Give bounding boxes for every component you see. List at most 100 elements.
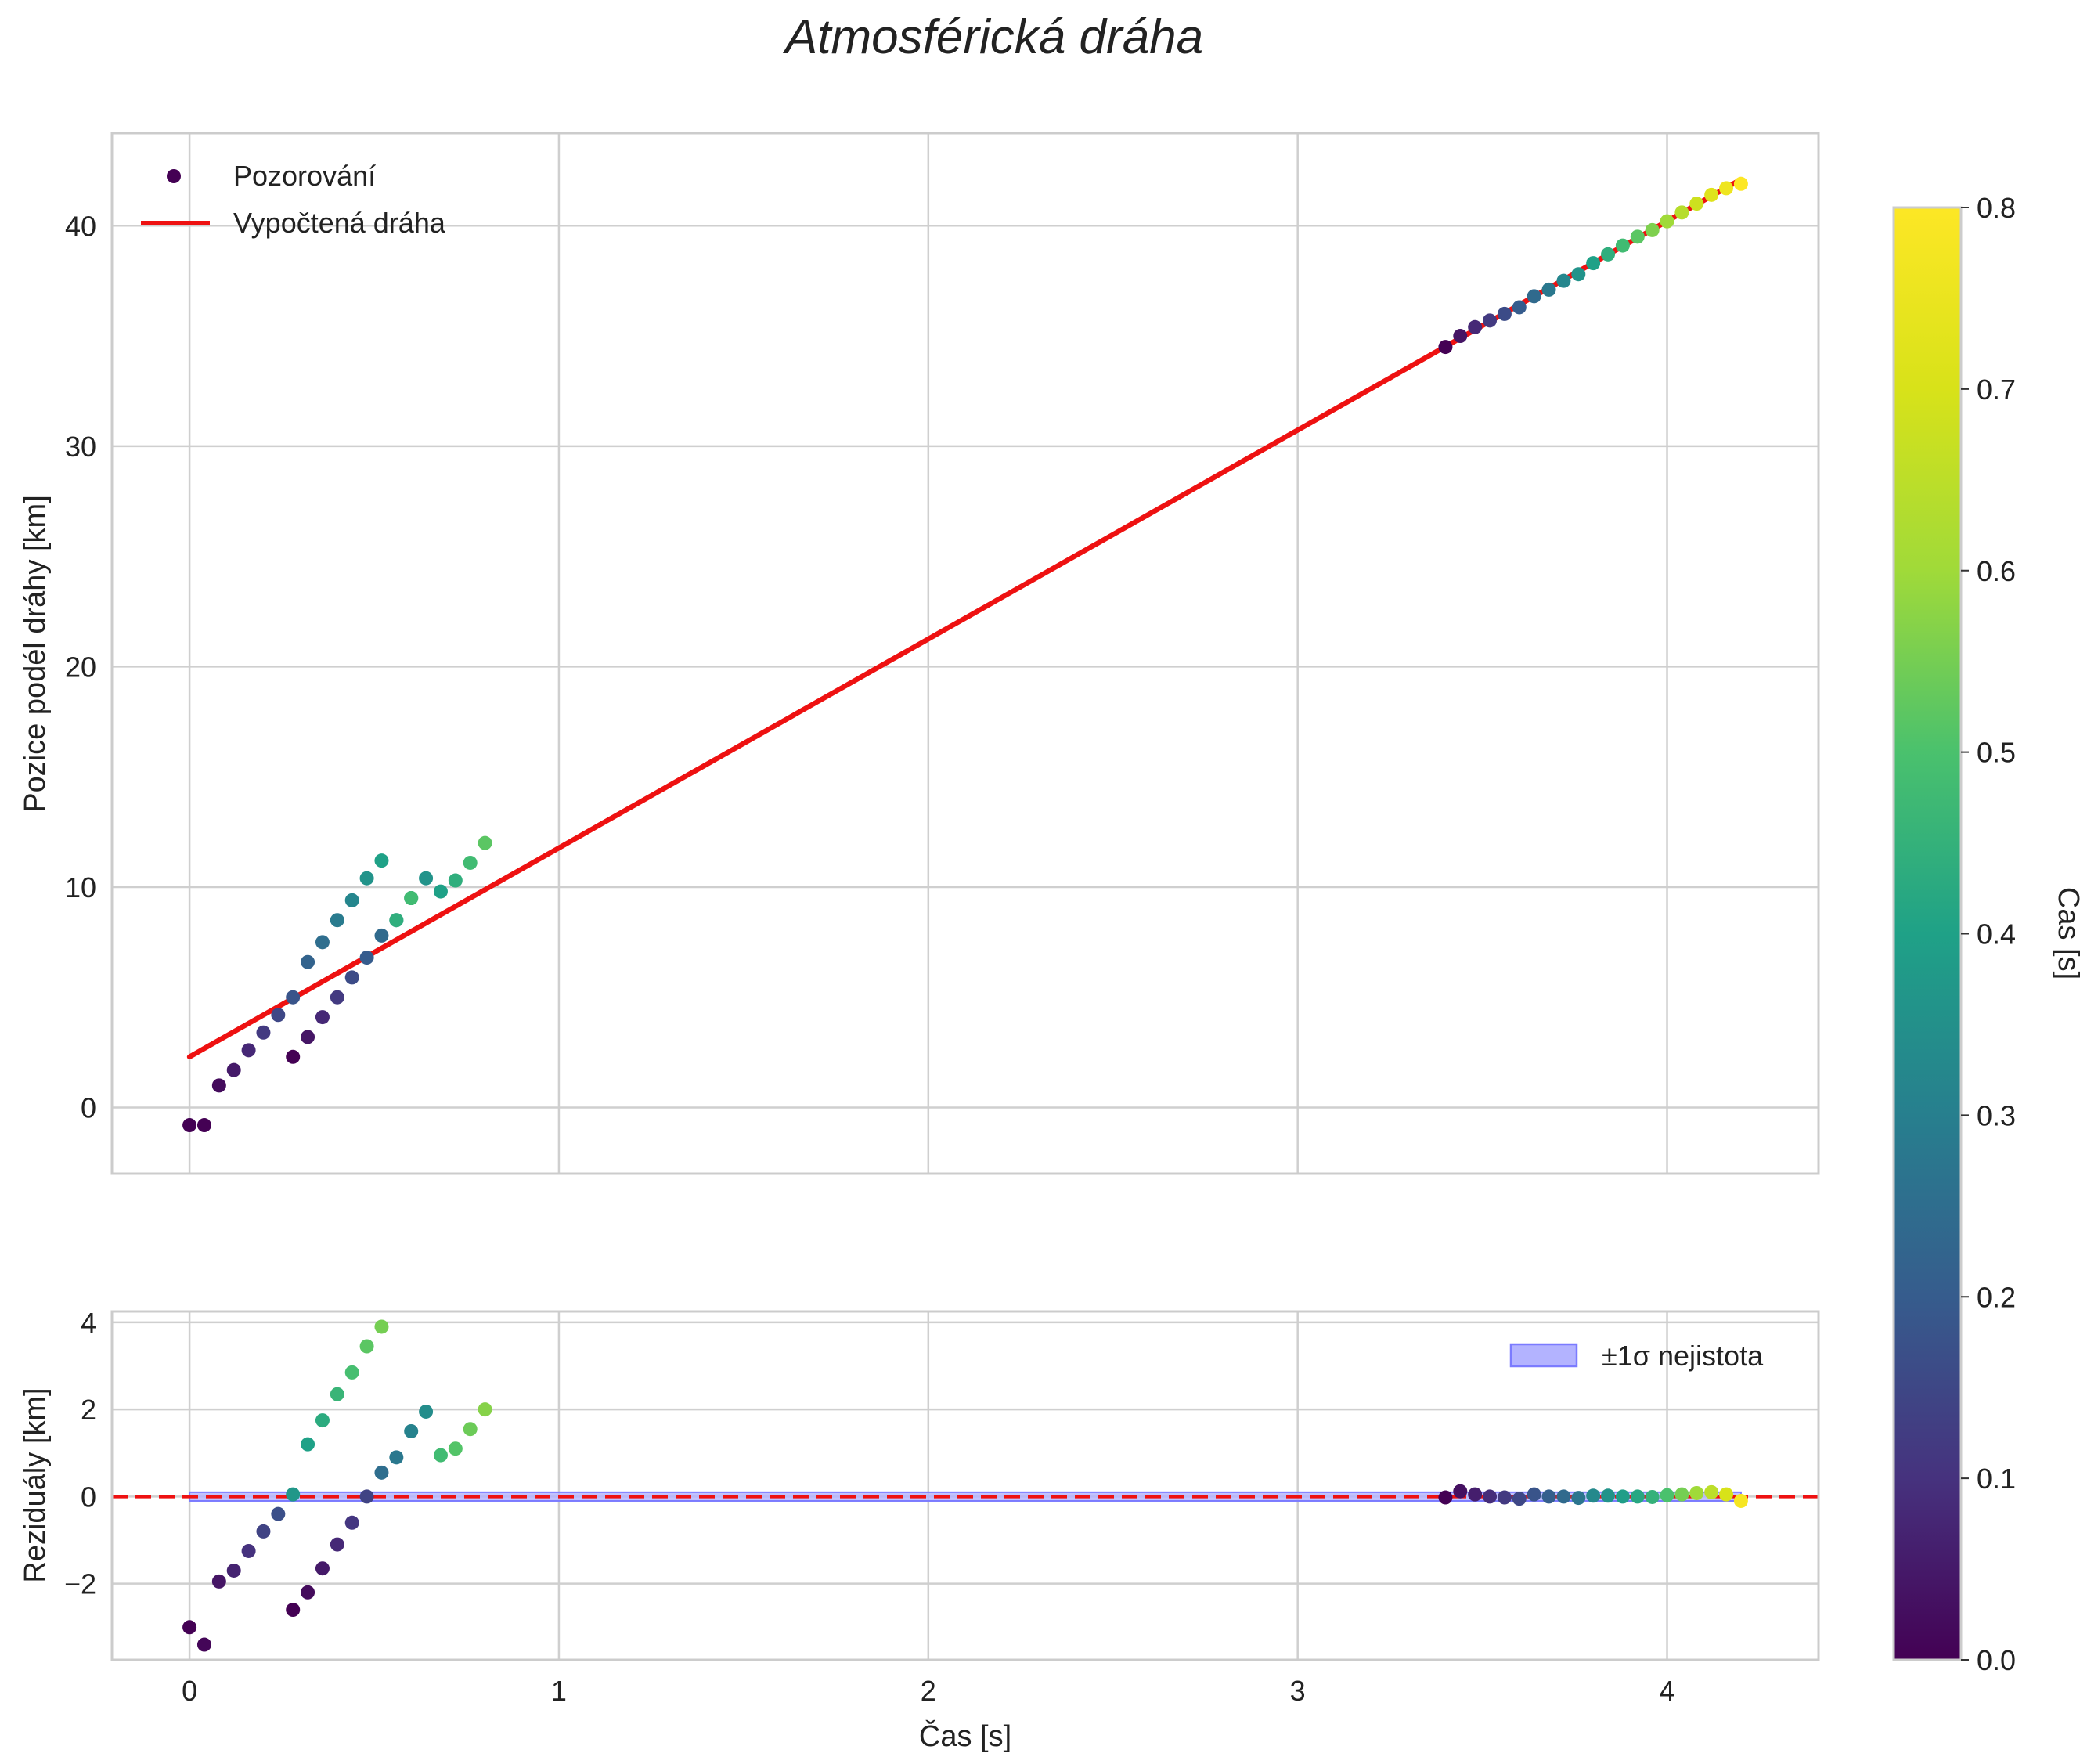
legend-observation-label: Pozorování: [233, 160, 376, 192]
observation-point: [330, 913, 344, 928]
observation-point: [1512, 300, 1527, 315]
observation-point: [478, 835, 492, 850]
residual-point: [344, 1515, 359, 1530]
residual-point: [315, 1413, 330, 1428]
residual-y-tick-label: 4: [81, 1307, 96, 1339]
observation-point: [1601, 247, 1616, 262]
colorbar-ticks: 0.0 0.1 0.2 0.3 0.4 0.5 0.6 0.7 0.8: [1961, 192, 2016, 1676]
residual-point: [1645, 1489, 1660, 1504]
residual-point: [330, 1537, 344, 1552]
observation-point: [1615, 238, 1630, 253]
residual-point: [1541, 1489, 1556, 1504]
observation-point: [1733, 176, 1748, 191]
residual-point: [433, 1448, 448, 1463]
observation-point: [1453, 329, 1468, 344]
observation-point: [1527, 289, 1541, 304]
observation-point: [315, 1010, 330, 1025]
colorbar-tick-label: 0.2: [1977, 1281, 2016, 1313]
observation-point: [1468, 319, 1483, 334]
residual-point: [1453, 1484, 1468, 1499]
residual-points: [182, 1319, 1748, 1652]
x-tick-label: 3: [1290, 1675, 1306, 1707]
residual-point: [241, 1543, 256, 1558]
legend-observation-marker: [167, 169, 181, 183]
residual-point: [1483, 1489, 1498, 1504]
main-frame: [110, 132, 1820, 1175]
observation-point: [1541, 282, 1556, 297]
residual-frame: [110, 1310, 1820, 1661]
observation-point: [256, 1025, 271, 1040]
observation-point: [389, 913, 404, 928]
residual-x-ticks: 0 1 2 3 4: [182, 1675, 1674, 1707]
observation-point: [182, 1118, 197, 1133]
observation-point: [1719, 181, 1734, 196]
main-y-tick-label: 40: [65, 210, 96, 242]
residual-point: [359, 1339, 374, 1354]
residual-point: [1689, 1485, 1704, 1500]
legend-band-swatch: [1509, 1343, 1578, 1368]
main-grid: [112, 133, 1819, 1174]
observation-point: [1645, 222, 1660, 237]
residual-point: [478, 1402, 492, 1417]
residual-point: [1556, 1489, 1571, 1504]
residual-point: [1719, 1487, 1734, 1502]
residual-point: [1512, 1492, 1527, 1506]
residual-point: [374, 1465, 389, 1480]
observation-point: [1556, 273, 1571, 288]
residual-point: [1704, 1484, 1719, 1499]
observation-point: [419, 871, 434, 886]
observation-point: [1497, 306, 1512, 321]
residual-point: [256, 1524, 271, 1539]
observation-point: [374, 928, 389, 943]
observation-point: [1586, 256, 1601, 271]
observation-point: [1630, 229, 1645, 244]
observation-point: [433, 884, 448, 899]
residual-point: [1571, 1491, 1586, 1506]
colorbar-tick-label: 0.8: [1977, 192, 2016, 224]
residual-point: [1674, 1487, 1689, 1502]
residual-point: [1601, 1488, 1616, 1503]
colorbar-tick-label: 0.7: [1977, 373, 2016, 406]
colorbar-tick-label: 0.3: [1977, 1099, 2016, 1131]
residual-point: [286, 1487, 301, 1502]
colorbar: 0.0 0.1 0.2 0.3 0.4 0.5 0.6 0.7 0.8 Čas [s]: [1892, 192, 2080, 1676]
main-y-tick-label: 30: [65, 431, 96, 463]
observation-point: [344, 970, 359, 985]
x-tick-label: 1: [551, 1675, 567, 1707]
residual-y-ticks: −2 0 2 4: [64, 1307, 96, 1600]
residual-point: [1660, 1488, 1674, 1502]
fit-line: [186, 176, 1744, 1060]
residual-panel: −2 0 2 4 0 1 2 3 4 Reziduály [km] Čas [s] ±1σ n…: [19, 1307, 1820, 1753]
x-tick-label: 2: [921, 1675, 936, 1707]
residual-point: [448, 1441, 463, 1456]
residual-point: [330, 1387, 344, 1401]
colorbar-gradient: [1892, 206, 1963, 1661]
legend-band-label: ±1σ nejistota: [1602, 1340, 1764, 1372]
residual-point: [182, 1620, 197, 1635]
residual-point: [211, 1574, 226, 1589]
observation-point: [286, 1049, 301, 1064]
observation-point: [301, 1030, 315, 1044]
residual-point: [286, 1603, 301, 1618]
residual-point: [196, 1637, 211, 1652]
residual-point: [1468, 1487, 1483, 1502]
legend-fit-label: Vypočtená dráha: [233, 207, 446, 239]
residual-point: [1497, 1490, 1512, 1505]
main-y-tick-label: 10: [65, 871, 96, 904]
observation-point: [330, 990, 344, 1005]
main-y-tick-label: 0: [81, 1092, 96, 1124]
observation-point: [359, 871, 374, 886]
residual-point: [1630, 1489, 1645, 1504]
residual-point: [1438, 1490, 1453, 1505]
observation-point: [359, 951, 374, 965]
residual-point: [226, 1563, 241, 1578]
observation-point: [271, 1008, 286, 1023]
residual-point: [1586, 1488, 1601, 1503]
observation-point: [286, 990, 301, 1005]
colorbar-label: Čas [s]: [2052, 887, 2080, 979]
observation-point: [241, 1043, 256, 1058]
residual-point: [344, 1365, 359, 1380]
residual-point: [463, 1422, 478, 1437]
residual-y-tick-label: 2: [81, 1394, 96, 1426]
